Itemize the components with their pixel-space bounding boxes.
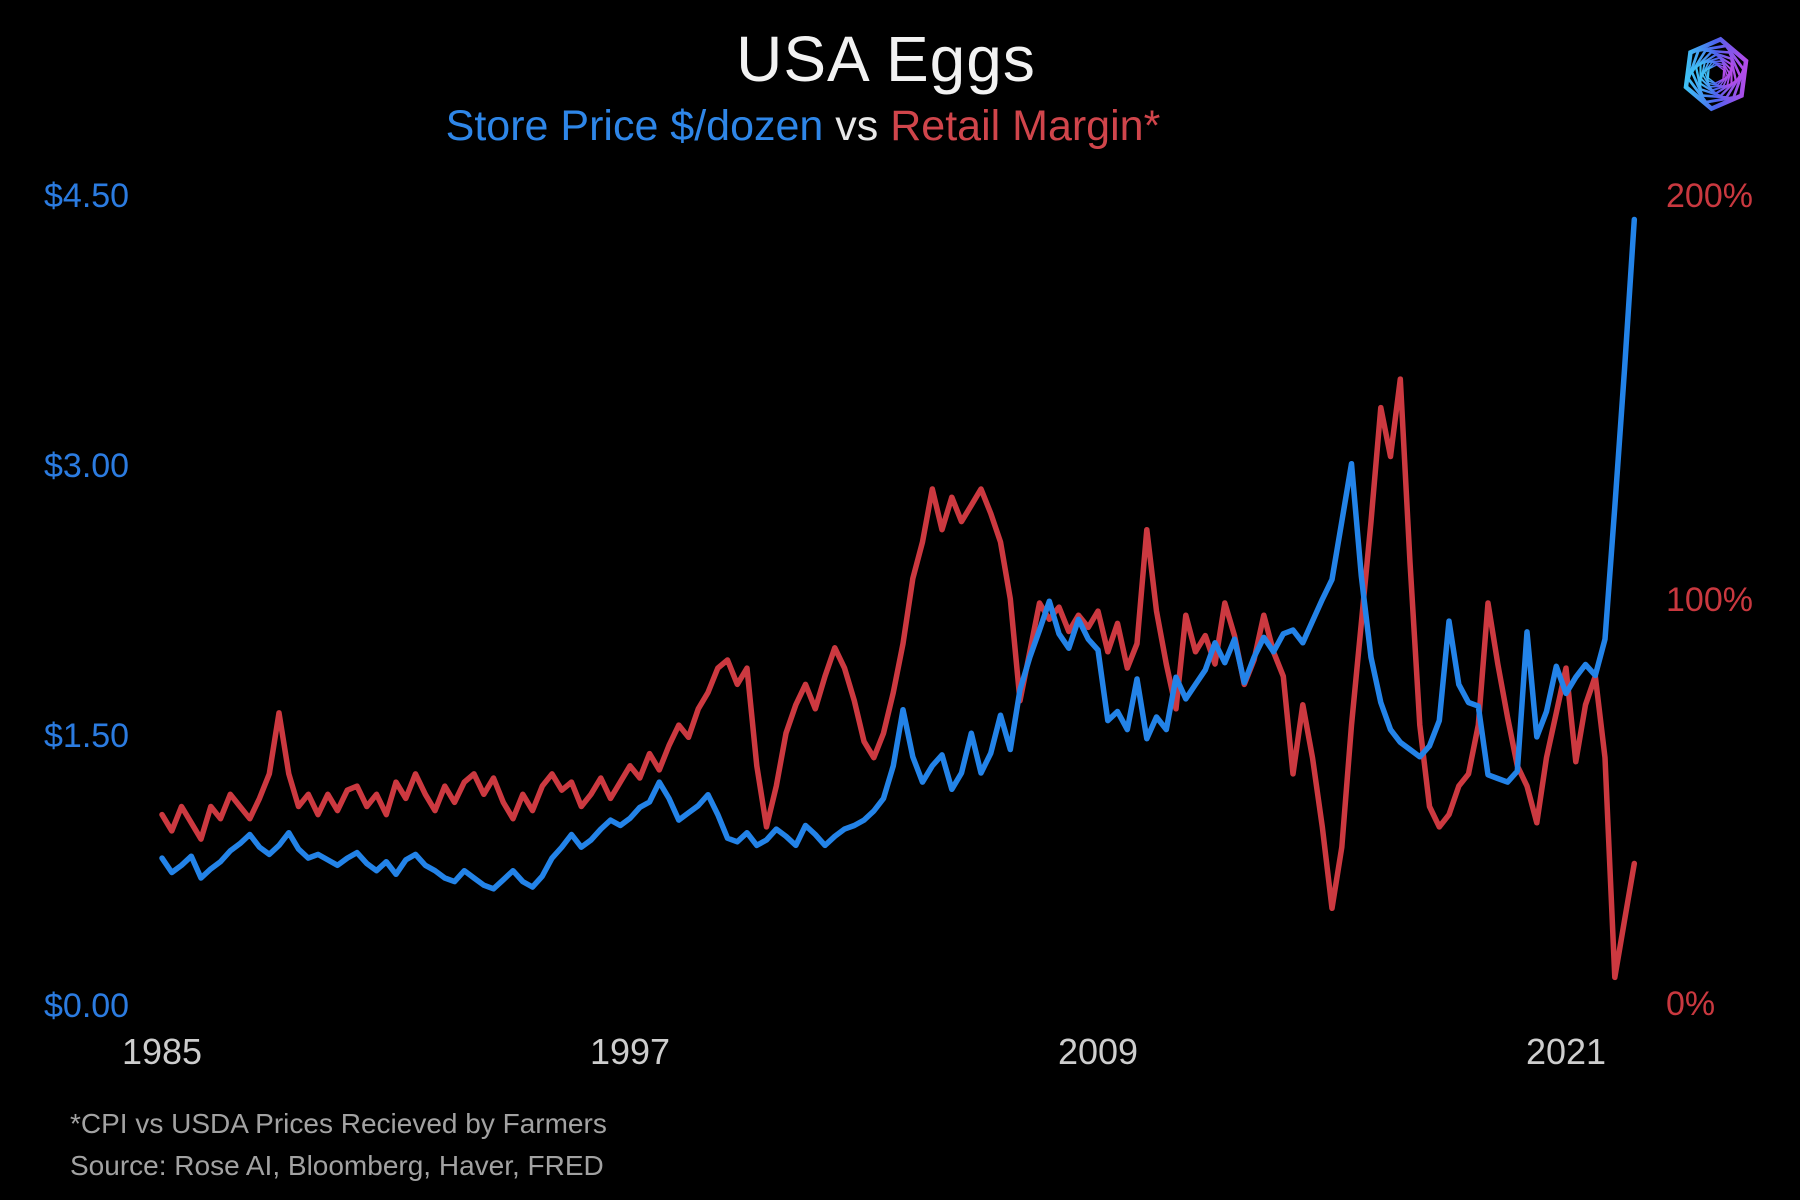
logo-hex-ring [1699, 53, 1733, 95]
logo-hex-ring [1703, 61, 1729, 87]
logo-hex-ring [1700, 56, 1732, 92]
y-left-label-450: $4.50 [44, 177, 130, 215]
page-title: USA Eggs [736, 23, 1036, 95]
x-label-1985: 1985 [121, 1031, 203, 1072]
logo-hex-ring [1707, 63, 1725, 85]
logo-hex-ring [1690, 49, 1742, 99]
y-right-label-200: 200% [1666, 177, 1753, 215]
y-left-label-000: $0.00 [44, 987, 130, 1025]
x-label-1997: 1997 [589, 1031, 671, 1072]
footnote-definition: *CPI vs USDA Prices Recieved by Farmers [70, 1108, 607, 1139]
legend-store-price: Store Price $/dozen [445, 102, 824, 150]
x-label-2009: 2009 [1057, 1031, 1139, 1072]
y-right-label-100: 100% [1666, 581, 1753, 619]
y-right-label-0: 0% [1666, 985, 1716, 1023]
logo-hex-ring [1706, 62, 1726, 86]
rose-ai-hexagon-spiral-logo [1683, 36, 1749, 112]
logo-hex-ring [1683, 36, 1749, 112]
legend-vs: vs [835, 102, 879, 150]
logo-hex-ring [1686, 44, 1746, 104]
store-price-line [159, 216, 1638, 892]
y-left-label-150: $1.50 [44, 717, 130, 755]
footnote-source: Source: Rose AI, Bloomberg, Haver, FRED [70, 1150, 604, 1181]
x-label-2021: 2021 [1525, 1031, 1607, 1072]
retail-margin-line [159, 376, 1638, 981]
legend-retail-margin: Retail Margin* [890, 102, 1161, 150]
chart-subtitle-legend: Store Price $/dozen vs Retail Margin* [0, 102, 1606, 151]
y-left-label-300: $3.00 [44, 447, 130, 485]
logo-hex-ring [1694, 50, 1738, 98]
logo-hex-ring [1701, 60, 1731, 88]
